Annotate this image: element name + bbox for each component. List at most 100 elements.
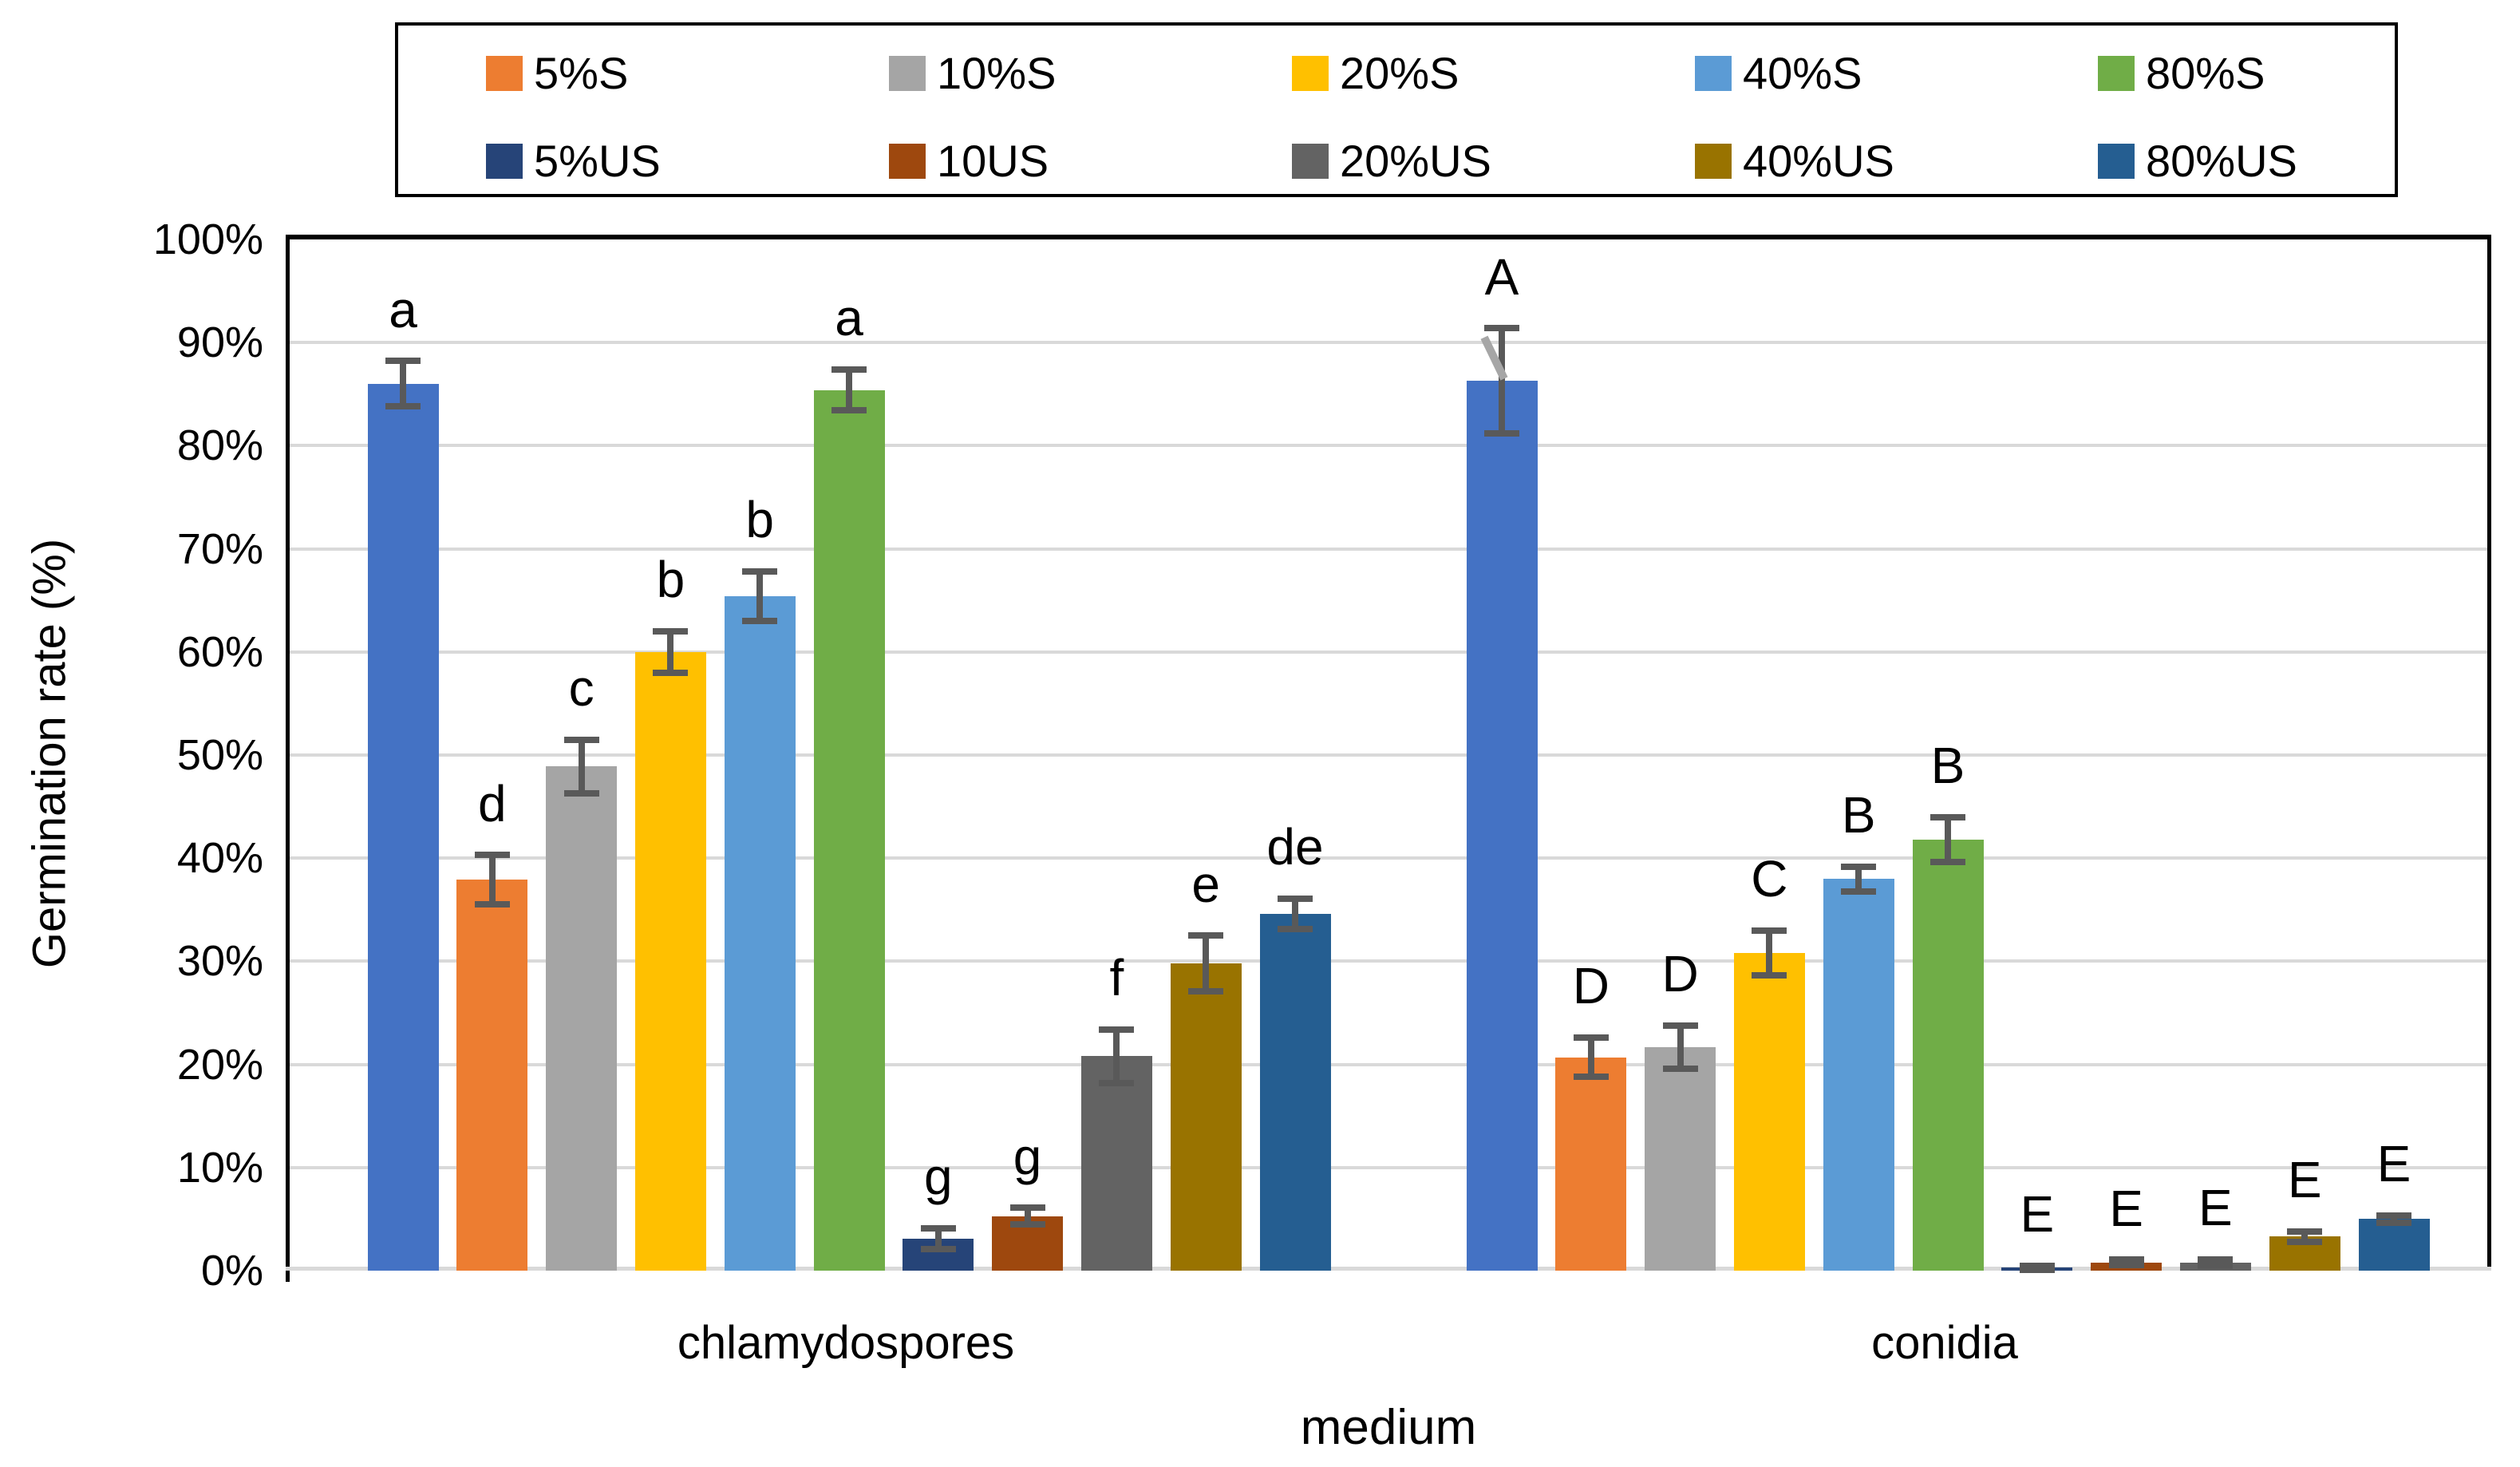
significance-letter-blue-conidia: A [1484, 247, 1519, 306]
gridline-60pct [290, 650, 2487, 654]
significance-letter-5%US-conidia: E [2020, 1184, 2055, 1243]
y-axis-zero-tick [286, 1271, 290, 1282]
legend-item-80%S: 80%S [2098, 49, 2265, 97]
error-cap-top-20%S-chlamydospores [653, 627, 689, 635]
significance-letter-10US-chlamydospores: g [1013, 1127, 1042, 1185]
legend-swatch-icon [2098, 56, 2135, 91]
legend-label: 20%S [1340, 48, 1459, 98]
y-tick-label-40pct: 40% [176, 834, 263, 883]
error-cap-bottom-40%US-chlamydospores [1188, 987, 1224, 994]
error-cap-bottom-20%S-chlamydospores [653, 669, 689, 676]
error-cap-top-40%US-conidia [2287, 1228, 2323, 1235]
significance-letter-20%US-chlamydospores: f [1109, 949, 1124, 1007]
significance-letter-20%S-conidia: C [1751, 850, 1788, 908]
y-tick-label-80pct: 80% [176, 421, 263, 470]
significance-letter-5%US-chlamydospores: g [924, 1148, 953, 1206]
error-cap-top-5%US-chlamydospores [920, 1225, 956, 1232]
bar-80%US-chlamydospores [1259, 913, 1331, 1271]
legend-swatch-icon [486, 144, 523, 179]
error-bar-80%US-conidia [2391, 1215, 2397, 1223]
legend-item-5%S: 5%S [486, 49, 628, 97]
gridline-90pct [290, 341, 2487, 345]
error-cap-bottom-10%S-chlamydospores [563, 789, 599, 797]
error-bar-80%US-chlamydospores [1292, 898, 1298, 930]
bar-80%US-conidia [2358, 1219, 2430, 1271]
legend-swatch-icon [486, 56, 523, 91]
error-bar-20%S-conidia [1766, 930, 1773, 976]
gridline-10pct [290, 1165, 2487, 1169]
y-tick-label-60pct: 60% [176, 627, 263, 676]
error-cap-top-80%S-chlamydospores [831, 366, 867, 373]
error-bar-5%US-chlamydospores [934, 1228, 942, 1249]
error-cap-top-10US-conidia [2108, 1256, 2144, 1263]
error-cap-top-5%US-conidia [2019, 1262, 2055, 1269]
y-tick-label-100pct: 100% [152, 216, 263, 263]
bar-40%US-chlamydospores [1170, 963, 1242, 1271]
error-cap-top-80%US-conidia [2376, 1212, 2411, 1219]
error-cap-top-5%S-chlamydospores [474, 852, 510, 859]
error-bar-40%US-conidia [2301, 1231, 2309, 1242]
significance-letter-20%S-chlamydospores: b [656, 551, 685, 609]
error-cap-top-80%US-chlamydospores [1278, 895, 1313, 902]
category-label-chlamydospores: chlamydospores [677, 1317, 1015, 1369]
error-cap-bottom-20%S-conidia [1752, 972, 1787, 979]
error-bar-blue-chlamydospores [400, 361, 406, 407]
significance-letter-80%S-conidia: B [1930, 736, 1965, 794]
significance-letter-40%US-conidia: E [2287, 1151, 2322, 1209]
legend-label: 40%S [1743, 48, 1862, 98]
error-cap-bottom-10%S-conidia [1662, 1065, 1698, 1072]
legend-label: 80%US [2146, 136, 2297, 186]
gridline-40pct [290, 856, 2487, 860]
error-bar-40%S-conidia [1855, 866, 1862, 892]
bar-20%S-conidia [1733, 953, 1805, 1271]
legend-item-40%S: 40%S [1695, 49, 1862, 97]
error-cap-bottom-10US-conidia [2108, 1261, 2144, 1268]
bar-20%US-chlamydospores [1080, 1056, 1152, 1271]
bar-blue-chlamydospores [367, 383, 439, 1271]
error-cap-bottom-5%S-chlamydospores [474, 901, 510, 908]
gridline-50pct [290, 753, 2487, 757]
error-bar-20%US-chlamydospores [1113, 1029, 1120, 1083]
error-cap-top-80%S-conidia [1930, 813, 1965, 820]
bar-blue-conidia [1466, 381, 1538, 1271]
significance-letter-80%S-chlamydospores: a [835, 289, 863, 347]
category-label-conidia: conidia [1871, 1317, 2018, 1369]
significance-letter-40%S-conidia: B [1841, 785, 1876, 844]
error-cap-top-40%US-chlamydospores [1188, 932, 1224, 939]
legend-swatch-icon [889, 56, 926, 91]
gridline-30pct [290, 959, 2487, 963]
significance-letter-10US-conidia: E [2109, 1179, 2143, 1237]
bar-20%S-chlamydospores [634, 651, 706, 1271]
legend-swatch-icon [2098, 144, 2135, 179]
legend-label: 40%US [1743, 136, 1894, 186]
error-cap-top-blue-chlamydospores [385, 358, 421, 365]
error-cap-bottom-20%US-chlamydospores [1099, 1079, 1135, 1086]
bar-5%S-chlamydospores [456, 880, 528, 1271]
bar-80%S-chlamydospores [813, 389, 885, 1271]
gridline-80pct [290, 444, 2487, 448]
legend-swatch-icon [1292, 56, 1329, 91]
x-axis-title: medium [1300, 1400, 1477, 1455]
legend-label: 5%US [534, 136, 661, 186]
y-tick-label-0pct: 0% [200, 1247, 263, 1295]
error-cap-bottom-5%S-conidia [1573, 1074, 1609, 1081]
error-cap-bottom-5%US-chlamydospores [920, 1245, 956, 1252]
gridline-70pct [290, 547, 2487, 551]
y-tick-label-50pct: 50% [176, 731, 263, 779]
error-cap-top-20%US-chlamydospores [1099, 1026, 1135, 1033]
error-cap-top-40%S-conidia [1841, 863, 1877, 870]
error-bar-40%US-chlamydospores [1203, 935, 1210, 991]
significance-letter-10%S-chlamydospores: c [568, 659, 594, 718]
significance-letter-20%US-conidia: E [2198, 1179, 2233, 1237]
legend-label: 10%S [937, 48, 1057, 98]
error-cap-bottom-40%S-chlamydospores [742, 618, 778, 625]
legend-swatch-icon [889, 144, 926, 179]
legend-swatch-icon [1695, 144, 1732, 179]
significance-letter-80%US-conidia: E [2376, 1135, 2411, 1193]
legend-label: 80%S [2146, 48, 2265, 98]
error-bar-80%S-conidia [1945, 817, 1951, 863]
significance-letter-80%US-chlamydospores: de [1266, 817, 1324, 876]
legend-item-10US: 10US [889, 137, 1049, 185]
gridline-20pct [290, 1062, 2487, 1066]
